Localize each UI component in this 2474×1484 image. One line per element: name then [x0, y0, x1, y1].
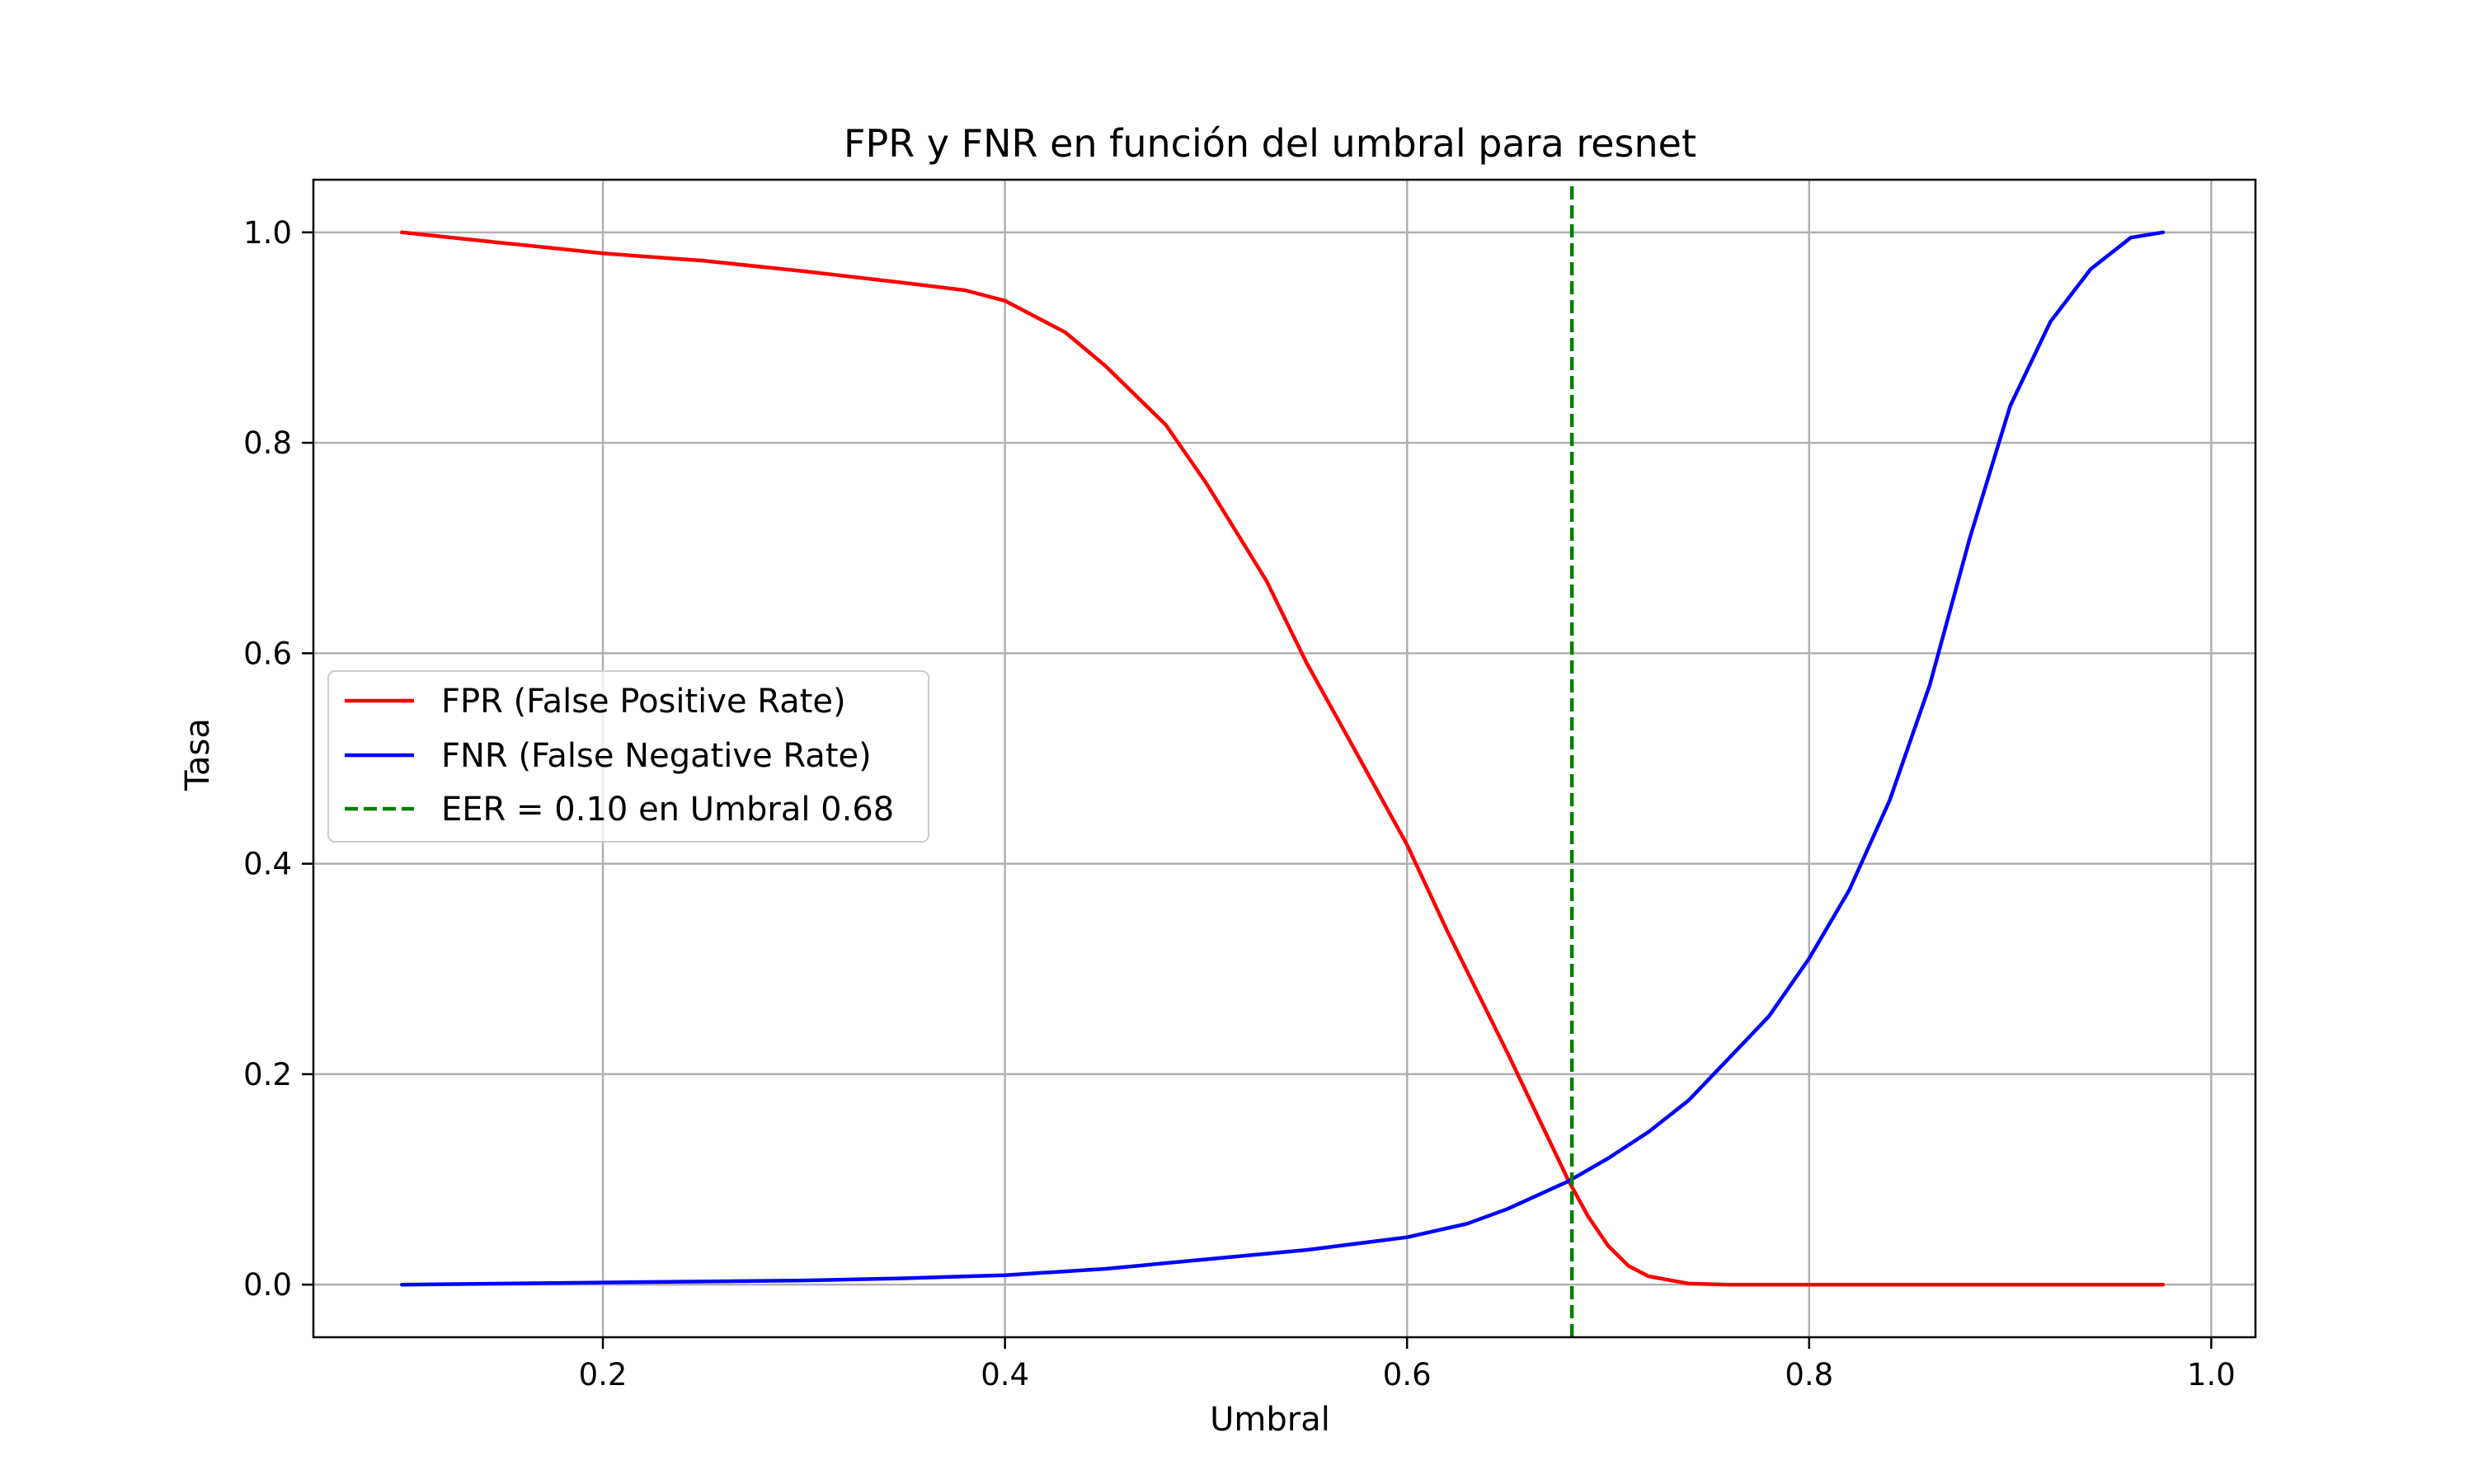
- x-tick-label: 0.8: [1785, 1357, 1833, 1392]
- fnr-line: [400, 230, 2166, 1287]
- x-tick-label: 0.4: [981, 1357, 1029, 1392]
- x-ticks: 0.2 0.4 0.6 0.8 1.0: [579, 1337, 2236, 1392]
- y-tick-label: 0.6: [243, 636, 292, 671]
- fpr-line: [400, 230, 2166, 1287]
- y-tick-label: 0.8: [243, 425, 292, 461]
- legend: FPR (False Positive Rate) FNR (False Neg…: [327, 670, 929, 843]
- legend-label-fnr: FNR (False Negative Rate): [441, 737, 872, 775]
- plot-frame: [312, 178, 2257, 1339]
- legend-label-eer: EER = 0.10 en Umbral 0.68: [441, 791, 894, 829]
- y-tick-label: 0.4: [243, 847, 292, 882]
- legend-label-fpr: FPR (False Positive Rate): [441, 683, 846, 721]
- chart-title: FPR y FNR en función del umbral para res…: [844, 121, 1696, 166]
- x-tick-label: 1.0: [2187, 1357, 2236, 1392]
- legend-frame: [327, 670, 929, 843]
- series-layer: [400, 180, 2166, 1337]
- x-tick-label: 0.2: [579, 1357, 628, 1392]
- y-tick-label: 1.0: [243, 215, 292, 251]
- grid: [313, 180, 2255, 1337]
- y-ticks: 0.0 0.2 0.4 0.6 0.8 1.0: [243, 215, 313, 1303]
- y-tick-label: 0.2: [243, 1057, 292, 1092]
- x-axis-label: Umbral: [1210, 1401, 1330, 1439]
- x-tick-label: 0.6: [1383, 1357, 1432, 1392]
- y-tick-label: 0.0: [243, 1267, 292, 1303]
- y-axis-label: Tasa: [179, 718, 217, 791]
